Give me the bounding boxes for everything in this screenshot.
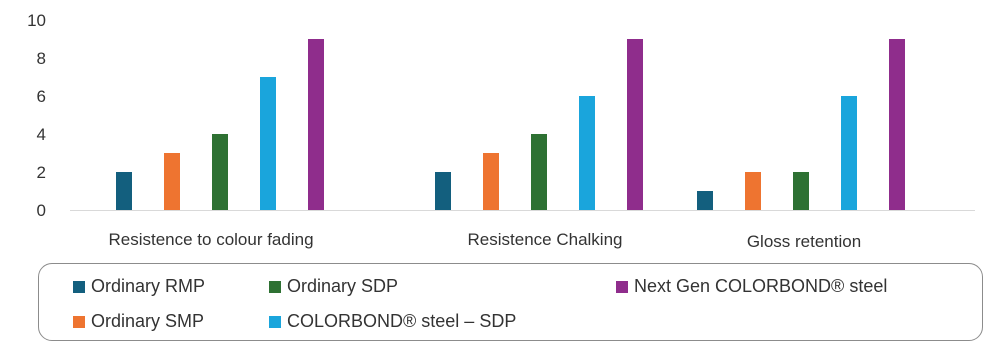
y-tick-label: 0 [37, 201, 46, 220]
legend-swatch [269, 280, 281, 293]
legend: Ordinary RMP Ordinary SMP Ordinary SDP C… [38, 263, 983, 341]
y-tick-label: 8 [37, 49, 46, 68]
bar [212, 134, 228, 210]
legend-item-colorbond-sdp: COLORBOND® steel – SDP [269, 311, 516, 332]
category-label: Resistence Chalking [468, 230, 623, 249]
legend-label: Ordinary RMP [91, 276, 206, 296]
bar [841, 96, 857, 210]
bars [116, 39, 905, 210]
bar [116, 172, 132, 210]
bar [579, 96, 595, 210]
bar [745, 172, 761, 210]
category-labels: Resistence to colour fading Resistence Ch… [108, 230, 861, 251]
legend-label: COLORBOND® steel – SDP [287, 311, 517, 331]
bar [260, 77, 276, 210]
bar [164, 153, 180, 210]
y-tick-label: 2 [37, 163, 46, 182]
y-tick-label: 6 [37, 87, 46, 106]
legend-item-ordinary-rmp: Ordinary RMP [73, 276, 205, 297]
legend-swatch [269, 315, 281, 328]
y-tick-label: 4 [37, 125, 46, 144]
category-label: Resistence to colour fading [108, 230, 313, 249]
bar [627, 39, 643, 210]
legend-swatch [73, 280, 85, 293]
bar [889, 39, 905, 210]
bar [435, 172, 451, 210]
legend-label: Ordinary SMP [91, 311, 205, 331]
bar [697, 191, 713, 210]
legend-swatch [73, 315, 85, 328]
y-tick-label: 10 [27, 11, 46, 30]
legend-swatch [616, 280, 628, 293]
category-label: Gloss retention [747, 232, 861, 251]
legend-item-next-gen-colorbond: Next Gen COLORBOND® steel [616, 276, 887, 297]
bar [308, 39, 324, 210]
legend-item-ordinary-sdp: Ordinary SDP [269, 276, 398, 297]
bar [793, 172, 809, 210]
legend-label: Next Gen COLORBOND® steel [634, 276, 888, 296]
legend-label: Ordinary SDP [287, 276, 399, 296]
y-axis-ticks: 0 2 4 6 8 10 [27, 11, 46, 220]
legend-item-ordinary-smp: Ordinary SMP [73, 311, 204, 332]
bar [483, 153, 499, 210]
bar [531, 134, 547, 210]
